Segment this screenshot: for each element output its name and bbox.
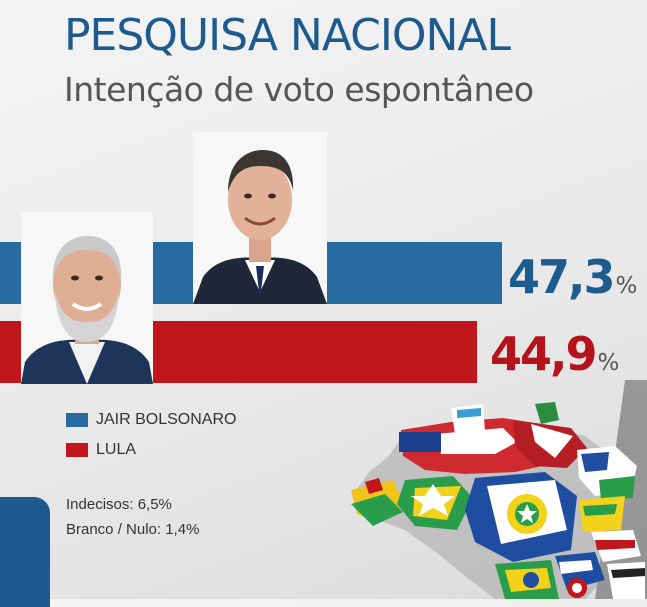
page-subtitle: Intenção de voto espontâneo xyxy=(64,70,534,109)
legend-item-lula: LULA xyxy=(66,435,236,465)
brazil-flags-map xyxy=(345,380,647,599)
legend: JAIR BOLSONARO LULA xyxy=(66,405,236,465)
undecided-note: Indecisos: 6,5% xyxy=(66,496,172,513)
page-title: PESQUISA NACIONAL xyxy=(64,10,511,61)
value-label-bolsonaro: 47,3% xyxy=(508,254,637,300)
value-label-lula-unit: % xyxy=(597,350,620,376)
lula-photo xyxy=(21,212,153,384)
value-label-bolsonaro-unit: % xyxy=(615,273,638,299)
legend-label-lula: LULA xyxy=(96,441,137,458)
value-label-bolsonaro-number: 47,3 xyxy=(508,250,615,304)
legend-swatch-bolsonaro xyxy=(66,413,88,427)
blank-null-note: Branco / Nulo: 1,4% xyxy=(66,521,200,538)
value-label-lula-number: 44,9 xyxy=(490,327,597,381)
corner-accent xyxy=(0,497,50,607)
legend-item-bolsonaro: JAIR BOLSONARO xyxy=(66,405,236,435)
legend-swatch-lula xyxy=(66,443,88,457)
legend-label-bolsonaro: JAIR BOLSONARO xyxy=(96,411,237,428)
bolsonaro-photo xyxy=(193,132,327,304)
value-label-lula: 44,9% xyxy=(490,331,619,377)
